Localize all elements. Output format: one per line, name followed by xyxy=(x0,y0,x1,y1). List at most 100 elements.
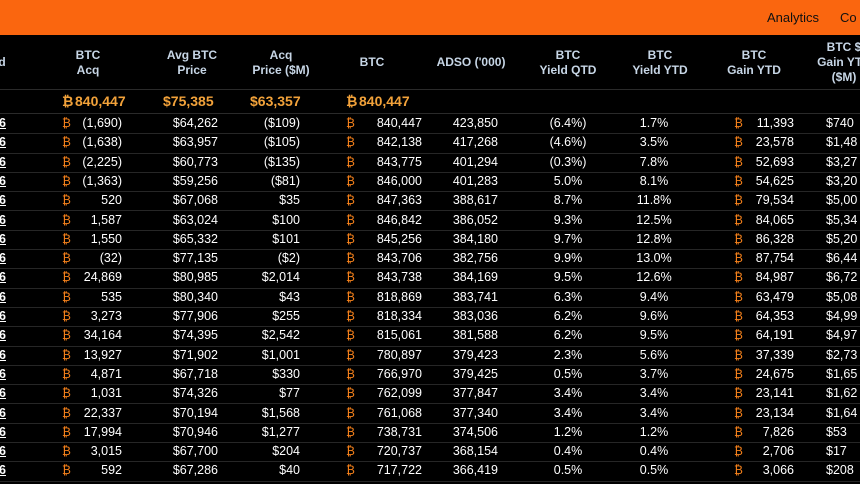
row-adso: 377,847 xyxy=(452,386,498,401)
row-gain-ytd: 84,065 xyxy=(755,212,794,227)
col-header-gain-ytd[interactable]: BTC Gain YTD xyxy=(727,47,781,77)
btc-symbol: ₿ xyxy=(346,309,355,323)
row-date[interactable]: 6 xyxy=(0,328,6,343)
row-btc: 846,000 xyxy=(376,173,422,188)
row-yield-ytd: 12.8% xyxy=(636,231,672,246)
table-row[interactable]: 6 ₿ 3,015 $67,700 $204 ₿ 720,737 368,154 0.4% 0.4… xyxy=(0,442,860,463)
row-date[interactable]: 6 xyxy=(0,386,6,401)
table-row[interactable]: 6 ₿ 24,869 $80,985 $2,014 ₿ 843,738 384,169 9.5%… xyxy=(0,268,860,289)
row-btc-acq: (32) xyxy=(99,251,122,266)
row-date[interactable]: 6 xyxy=(0,193,6,208)
top-navigation-bar: Analytics Co xyxy=(0,0,860,35)
btc-symbol: ₿ xyxy=(62,366,71,381)
col-header-btc[interactable]: BTC xyxy=(359,55,385,69)
table-row[interactable]: 6 ₿ 17,994 $70,946 $1,277 ₿ 738,731 374,506 1.2%… xyxy=(0,423,860,444)
table-row[interactable]: 6 ₿ 34,164 $74,395 $2,542 ₿ 815,061 381,588 6.2%… xyxy=(0,326,860,347)
table-row[interactable]: 6 ₿ (32) $77,135 ($2) ₿ 843,706 382,756 9.9% 13.0… xyxy=(0,249,860,270)
row-btc: 843,775 xyxy=(376,154,422,169)
row-acq-price: ($135) xyxy=(263,154,300,169)
row-date[interactable]: 6 xyxy=(0,347,6,362)
row-btc-acq: 34,164 xyxy=(83,328,122,343)
row-acq-price: $77 xyxy=(279,386,300,401)
row-yield-ytd: 1.2% xyxy=(639,424,669,439)
row-date[interactable]: 6 xyxy=(0,116,6,130)
btc-symbol: ₿ xyxy=(346,347,355,362)
row-acq-price: ($81) xyxy=(270,173,300,188)
row-date[interactable]: 6 xyxy=(0,444,6,459)
row-date[interactable]: 6 xyxy=(0,424,6,439)
row-acq-price: $204 xyxy=(272,444,300,459)
table-row[interactable]: 6 ₿ 1,031 $74,326 $77 ₿ 762,099 377,847 3.4% 3.4%… xyxy=(0,384,860,405)
row-yield-qtd: 0.5% xyxy=(553,366,583,381)
row-yield-ytd: 9.5% xyxy=(639,328,669,343)
summary-btc-symbol: ₿ xyxy=(62,93,74,109)
col-header-date[interactable]: d xyxy=(0,55,6,69)
table-row[interactable]: 6 ₿ (1,363) $59,256 ($81) ₿ 846,000 401,283 5.0%… xyxy=(0,172,860,193)
row-adso: 383,741 xyxy=(452,289,498,304)
row-gain-usd: $1,65 xyxy=(826,366,858,381)
table-row[interactable]: 6 ₿ 22,337 $70,194 $1,568 ₿ 761,068 377,340 3.4%… xyxy=(0,404,860,424)
summary-row: ₿ 840,447 $75,385 $63,357 ₿ 840,447 xyxy=(0,89,860,114)
row-yield-qtd: 9.7% xyxy=(553,231,583,246)
btc-symbol: ₿ xyxy=(62,463,71,478)
nav-link-analytics[interactable]: Analytics xyxy=(767,10,820,25)
row-date[interactable]: 6 xyxy=(0,173,6,188)
col-header-gain-usd[interactable]: BTC $ Gain YTD ($M) xyxy=(817,40,860,84)
nav-link-partial[interactable]: Co xyxy=(840,10,857,25)
btc-symbol: ₿ xyxy=(346,270,355,285)
btc-symbol: ₿ xyxy=(734,424,743,439)
row-btc-acq: 24,869 xyxy=(83,270,122,285)
table-row[interactable]: 6 ₿ (1,638) $63,957 ($105) ₿ 842,138 417,268 (4.… xyxy=(0,133,860,154)
row-yield-qtd: 5.0% xyxy=(553,173,583,188)
row-acq-price: $330 xyxy=(272,366,300,381)
row-date[interactable]: 6 xyxy=(0,251,6,266)
table-row[interactable]: 6 ₿ (2,225) $60,773 ($135) ₿ 843,775 401,294 (0.… xyxy=(0,153,860,173)
table-row[interactable]: 6 ₿ (1,690) $64,262 ($109) ₿ 840,447 423,850 (6.… xyxy=(0,114,860,135)
row-gain-usd: $4,99 xyxy=(826,309,858,323)
col-header-adso[interactable]: ADSO ('000) xyxy=(436,55,506,69)
row-date[interactable]: 6 xyxy=(0,154,6,169)
row-adso: 366,419 xyxy=(452,463,498,478)
col-header-yield-ytd[interactable]: BTC Yield YTD xyxy=(632,47,688,77)
row-date[interactable]: 6 xyxy=(0,309,6,323)
table-row[interactable]: 6 ₿ 13,927 $71,902 $1,001 ₿ 780,897 379,423 2.3%… xyxy=(0,346,860,366)
row-avg-price: $80,340 xyxy=(172,289,218,304)
row-adso: 374,506 xyxy=(452,424,498,439)
col-header-yield-qtd[interactable]: BTC Yield QTD xyxy=(539,47,597,77)
col-header-acq-price[interactable]: Acq Price ($M) xyxy=(252,47,310,77)
table-row[interactable]: 6 ₿ 3,273 $77,906 $255 ₿ 818,334 383,036 6.2% 9.6… xyxy=(0,307,860,328)
table-row[interactable]: 6 ₿ 535 $80,340 $43 ₿ 818,869 383,741 6.3% 9.4% ₿ 6… xyxy=(0,288,860,308)
row-avg-price: $77,906 xyxy=(172,309,218,323)
btc-symbol: ₿ xyxy=(734,231,743,246)
btc-symbol: ₿ xyxy=(346,212,355,227)
row-date[interactable]: 6 xyxy=(0,212,6,227)
row-date[interactable]: 6 xyxy=(0,405,6,420)
row-date[interactable]: 6 xyxy=(0,270,6,285)
row-gain-ytd: 37,339 xyxy=(755,347,794,362)
col-header-btc-acq[interactable]: BTC Acq xyxy=(75,47,101,77)
row-date[interactable]: 6 xyxy=(0,289,6,304)
table-row[interactable]: 6 ₿ 4,871 $67,718 $330 ₿ 766,970 379,425 0.5% 3.7… xyxy=(0,365,860,386)
row-avg-price: $60,773 xyxy=(172,154,218,169)
table-row[interactable]: 6 ₿ 1,587 $63,024 $100 ₿ 846,842 386,052 9.3% 12.… xyxy=(0,211,860,231)
col-header-avg-price[interactable]: Avg BTC Price xyxy=(166,47,218,77)
row-btc: 846,842 xyxy=(376,212,422,227)
row-yield-ytd: 3.4% xyxy=(639,405,669,420)
table-row[interactable]: 6 ₿ 1,550 $65,332 $101 ₿ 845,256 384,180 9.7% 12.… xyxy=(0,230,860,251)
row-gain-ytd: 84,987 xyxy=(755,270,794,285)
row-gain-usd: $5,20 xyxy=(826,231,858,246)
row-btc-acq: (1,363) xyxy=(82,173,122,188)
row-adso: 384,180 xyxy=(452,231,498,246)
row-btc: 842,138 xyxy=(376,135,422,150)
table-row[interactable]: 6 ₿ 520 $67,068 $35 ₿ 847,363 388,617 8.7% 11.8% ₿… xyxy=(0,191,860,212)
btc-symbol: ₿ xyxy=(62,173,71,188)
table-row[interactable]: 6 ₿ 592 $67,286 $40 ₿ 717,722 366,419 0.5% 0.5% ₿ 3… xyxy=(0,461,860,482)
row-date[interactable]: 6 xyxy=(0,366,6,381)
row-avg-price: $65,332 xyxy=(172,231,218,246)
row-date[interactable]: 6 xyxy=(0,463,6,478)
row-gain-usd: $208 xyxy=(826,463,854,478)
row-date[interactable]: 6 xyxy=(0,135,6,150)
row-adso: 386,052 xyxy=(452,212,498,227)
row-date[interactable]: 6 xyxy=(0,231,6,246)
row-gain-usd: $1,64 xyxy=(826,405,858,420)
